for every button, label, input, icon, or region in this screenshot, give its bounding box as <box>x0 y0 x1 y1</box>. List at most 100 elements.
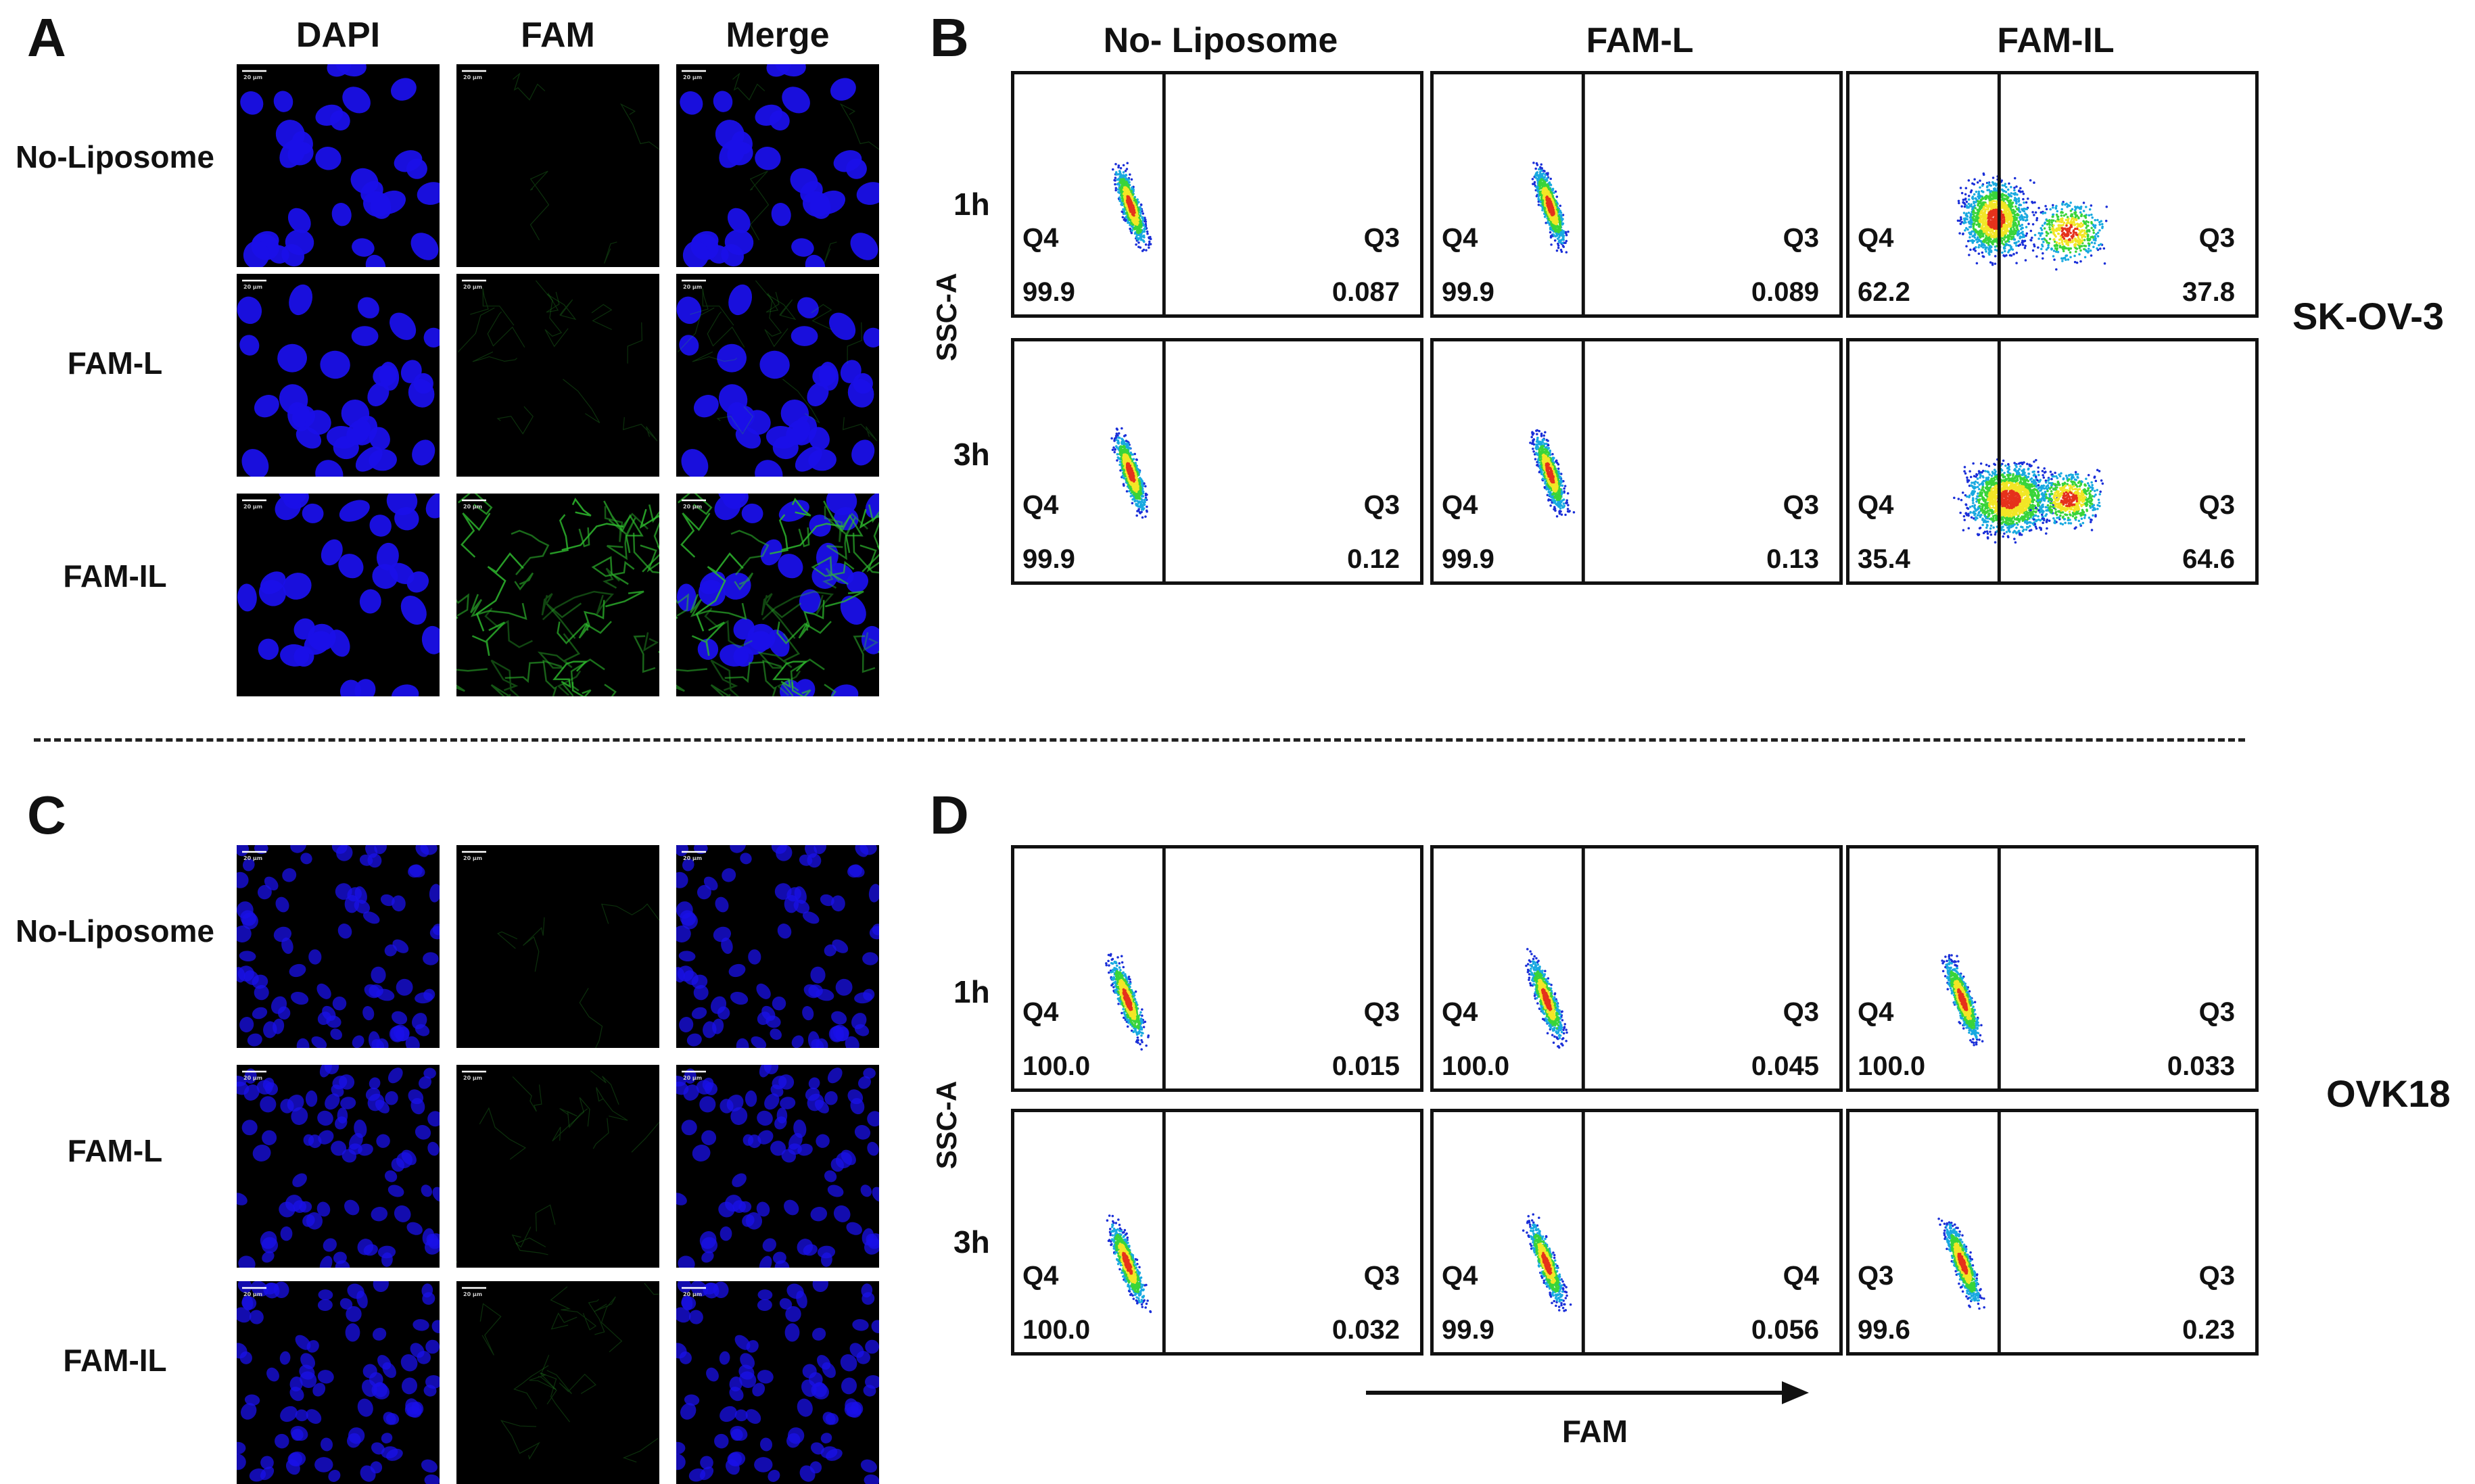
svg-text:20 μm: 20 μm <box>243 1075 262 1081</box>
quadrant-left-value: 99.6 <box>1858 1315 1910 1345</box>
svg-text:20 μm: 20 μm <box>463 1291 482 1297</box>
quadrant-left-value: 99.9 <box>1442 544 1494 575</box>
quadrant-right-value: 0.12 <box>1347 544 1400 575</box>
micro-a-fam-l-dapi: 20 μm <box>237 274 440 477</box>
micro-c-no-liposome-dapi: 20 μm <box>237 845 440 1048</box>
svg-text:20 μm: 20 μm <box>683 74 702 80</box>
time-1h-b: 1h <box>953 186 990 222</box>
fam-axis-arrow-icon <box>1366 1376 1812 1410</box>
micro-c-fam-il-merge: 20 μm <box>676 1281 879 1484</box>
quadrant-right-value: 0.23 <box>2182 1315 2235 1345</box>
quadrant-left-value: 100.0 <box>1442 1051 1509 1082</box>
svg-text:20 μm: 20 μm <box>243 74 262 80</box>
svg-text:20 μm: 20 μm <box>243 855 262 861</box>
quadrant-right-label: Q3 <box>1364 997 1400 1028</box>
quadrant-left-label: Q4 <box>1442 997 1478 1028</box>
quadrant-right-label: Q3 <box>1783 997 1819 1028</box>
svg-text:20 μm: 20 μm <box>683 1291 702 1297</box>
flow-ovk-1h-fam-l: Q4 100.0 Q3 0.045 <box>1430 845 1843 1092</box>
flow-col-no-liposome: No- Liposome <box>1011 20 1430 61</box>
svg-text:20 μm: 20 μm <box>683 855 702 861</box>
micro-c-fam-il-dapi: 20 μm <box>237 1281 440 1484</box>
quadrant-left-label: Q4 <box>1022 1261 1058 1291</box>
quadrant-left-value: 100.0 <box>1022 1315 1090 1345</box>
quadrant-left-label: Q4 <box>1022 997 1058 1028</box>
micro-col-merge: Merge <box>676 15 879 55</box>
quadrant-left-label: Q4 <box>1442 490 1478 521</box>
quadrant-right-value: 0.087 <box>1332 277 1400 308</box>
micro-col-fam: FAM <box>456 15 659 55</box>
micro-row-fam-l-c: FAM-L <box>0 1132 230 1169</box>
quadrant-left-value: 99.9 <box>1442 277 1494 308</box>
micro-row-no-liposome-c: No-Liposome <box>0 913 230 949</box>
quadrant-left-value: 62.2 <box>1858 277 1910 308</box>
quadrant-right-label: Q3 <box>2199 223 2235 254</box>
quadrant-left-value: 99.9 <box>1022 277 1075 308</box>
quadrant-right-value: 0.015 <box>1332 1051 1400 1082</box>
svg-text:20 μm: 20 μm <box>463 284 482 290</box>
micro-c-no-liposome-fam: 20 μm <box>456 845 659 1048</box>
quadrant-right-label: Q3 <box>1364 1261 1400 1291</box>
micro-row-fam-il-a: FAM-IL <box>0 558 230 594</box>
quadrant-left-value: 99.9 <box>1022 544 1075 575</box>
micro-a-no-liposome-merge: 20 μm <box>676 64 879 267</box>
quadrant-right-label: Q3 <box>2199 997 2235 1028</box>
micro-c-fam-l-merge: 20 μm <box>676 1065 879 1268</box>
flow-ovk-1h-no-liposome: Q4 100.0 Q3 0.015 <box>1011 845 1423 1092</box>
quadrant-right-label: Q3 <box>2199 1261 2235 1291</box>
quadrant-left-value: 100.0 <box>1022 1051 1090 1082</box>
micro-row-fam-l-a: FAM-L <box>0 345 230 381</box>
quadrant-left-value: 35.4 <box>1858 544 1910 575</box>
svg-text:20 μm: 20 μm <box>683 504 702 510</box>
quadrant-left-label: Q4 <box>1858 997 1893 1028</box>
quadrant-right-label: Q3 <box>1783 490 1819 521</box>
quadrant-right-label: Q3 <box>2199 490 2235 521</box>
quadrant-right-label: Q3 <box>1783 223 1819 254</box>
micro-a-fam-l-fam: 20 μm <box>456 274 659 477</box>
quadrant-right-value: 37.8 <box>2182 277 2235 308</box>
quadrant-left-value: 100.0 <box>1858 1051 1925 1082</box>
micro-a-fam-il-fam: 20 μm <box>456 494 659 696</box>
quadrant-right-value: 0.033 <box>2167 1051 2235 1082</box>
flow-sk-1h-fam-l: Q4 99.9 Q3 0.089 <box>1430 71 1843 318</box>
svg-text:20 μm: 20 μm <box>463 74 482 80</box>
cell-line-sk-ov-3: SK-OV-3 <box>2292 294 2444 338</box>
svg-text:20 μm: 20 μm <box>243 1291 262 1297</box>
panel-letter-c: C <box>27 784 66 846</box>
quadrant-left-label: Q4 <box>1442 223 1478 254</box>
quadrant-right-value: 0.045 <box>1751 1051 1819 1082</box>
quadrant-right-value: 0.056 <box>1751 1315 1819 1345</box>
micro-a-fam-il-dapi: 20 μm <box>237 494 440 696</box>
micro-a-fam-il-merge: 20 μm <box>676 494 879 696</box>
quadrant-left-label: Q4 <box>1858 490 1893 521</box>
svg-text:20 μm: 20 μm <box>463 504 482 510</box>
time-3h-d: 3h <box>953 1224 990 1260</box>
svg-text:20 μm: 20 μm <box>683 1075 702 1081</box>
micro-a-no-liposome-dapi: 20 μm <box>237 64 440 267</box>
svg-text:20 μm: 20 μm <box>463 1075 482 1081</box>
micro-row-fam-il-c: FAM-IL <box>0 1342 230 1379</box>
flow-col-fam-il: FAM-IL <box>1846 20 2265 61</box>
micro-row-no-liposome-a: No-Liposome <box>0 139 230 175</box>
micro-c-fam-il-fam: 20 μm <box>456 1281 659 1484</box>
cell-line-ovk18: OVK18 <box>2326 1072 2451 1116</box>
quadrant-left-label: Q4 <box>1442 1261 1478 1291</box>
section-divider <box>34 738 2245 742</box>
micro-c-fam-l-dapi: 20 μm <box>237 1065 440 1268</box>
quadrant-left-value: 99.9 <box>1442 1315 1494 1345</box>
y-axis-label-b: SSC-A <box>930 270 963 364</box>
quadrant-left-label: Q3 <box>1858 1261 1893 1291</box>
quadrant-right-value: 0.089 <box>1751 277 1819 308</box>
flow-ovk-3h-fam-il: Q3 99.6 Q3 0.23 <box>1846 1109 2259 1356</box>
micro-c-fam-l-fam: 20 μm <box>456 1065 659 1268</box>
x-axis-label: FAM <box>1562 1413 1628 1450</box>
time-1h-d: 1h <box>953 974 990 1010</box>
panel-letter-a: A <box>27 7 66 69</box>
svg-text:20 μm: 20 μm <box>243 504 262 510</box>
